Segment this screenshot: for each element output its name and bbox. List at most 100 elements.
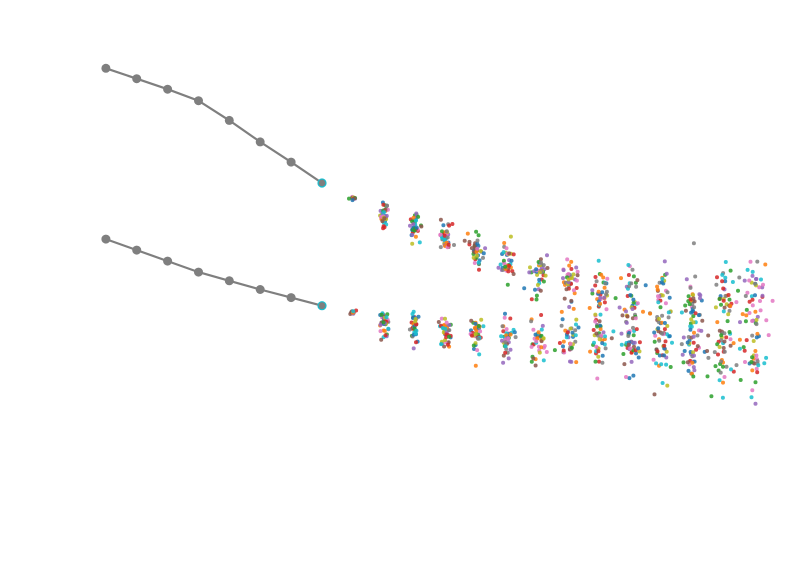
forecast-sample-point bbox=[629, 359, 634, 364]
forecast-sample-point bbox=[693, 311, 698, 316]
forecast-sample-point bbox=[473, 363, 478, 368]
forecast-sample-point bbox=[715, 320, 720, 325]
forecast-sample-point bbox=[536, 330, 541, 335]
forecast-sample-point bbox=[439, 316, 444, 321]
forecast-sample-point bbox=[598, 295, 603, 300]
forecast-sample-point bbox=[723, 260, 728, 264]
forecast-sample-point bbox=[442, 344, 447, 349]
forecast-sample-point bbox=[450, 222, 455, 226]
forecast-sample-point bbox=[600, 341, 605, 346]
history-line bbox=[105, 67, 323, 184]
forecast-sample-point bbox=[750, 333, 755, 338]
forecast-sample-point bbox=[726, 293, 731, 297]
forecast-sample-point bbox=[762, 361, 767, 366]
forecast-sample-point bbox=[626, 334, 631, 338]
forecast-sample-point bbox=[706, 355, 711, 360]
history-point bbox=[101, 63, 111, 73]
forecast-sample-point bbox=[564, 335, 569, 340]
forecast-sample-point bbox=[754, 322, 759, 327]
forecast-sample-point bbox=[758, 308, 763, 313]
forecast-sample-point bbox=[378, 322, 383, 327]
forecast-sample-point bbox=[660, 381, 665, 385]
forecast-sample-point bbox=[738, 378, 743, 382]
forecast-sample-point bbox=[750, 273, 755, 278]
forecast-sample-point bbox=[727, 308, 732, 313]
forecast-sample-point bbox=[545, 266, 550, 270]
forecast-sample-point bbox=[726, 312, 731, 317]
forecast-sample-point bbox=[382, 210, 386, 215]
forecast-sample-point bbox=[690, 360, 695, 365]
forecast-sample-point bbox=[575, 273, 580, 278]
forecast-sample-point bbox=[717, 328, 722, 333]
forecast-sample-point bbox=[749, 360, 754, 364]
forecast-sample-point bbox=[535, 272, 540, 277]
forecast-sample-point bbox=[476, 233, 481, 238]
forecast-sample-point bbox=[446, 242, 451, 247]
forecast-sample-point bbox=[411, 222, 416, 227]
forecast-sample-point bbox=[534, 297, 539, 302]
forecast-sample-point bbox=[770, 298, 775, 303]
forecast-sample-point bbox=[504, 327, 509, 332]
forecast-sample-point bbox=[712, 350, 717, 355]
forecast-sample-point bbox=[627, 376, 632, 381]
forecast-sample-point bbox=[438, 232, 443, 237]
forecast-sample-point bbox=[761, 282, 765, 287]
forecast-sample-point bbox=[467, 239, 472, 244]
forecast-sample-point bbox=[600, 290, 605, 295]
forecast-sample-point bbox=[737, 275, 742, 280]
forecast-sample-point bbox=[500, 338, 504, 343]
forecast-sample-point bbox=[743, 319, 748, 324]
forecast-sample-point bbox=[680, 352, 685, 357]
forecast-sample-point bbox=[407, 327, 412, 332]
forecast-sample-point bbox=[728, 337, 733, 342]
forecast-sample-point bbox=[444, 332, 449, 337]
history-point bbox=[286, 157, 296, 167]
forecast-sample-point bbox=[507, 251, 512, 256]
forecast-sample-point bbox=[378, 329, 383, 334]
forecast-sample-point bbox=[472, 347, 476, 351]
forecast-sample-point bbox=[499, 334, 504, 339]
forecast-sample-point bbox=[750, 269, 755, 274]
forecast-sample-point bbox=[496, 265, 501, 270]
forecast-sample-point bbox=[498, 262, 503, 267]
forecast-sample-point bbox=[569, 359, 574, 364]
series-2 bbox=[101, 234, 771, 406]
forecast-sample-point bbox=[637, 349, 642, 354]
forecast-sample-point bbox=[347, 196, 351, 201]
forecast-sample-point bbox=[691, 365, 696, 370]
history-point bbox=[255, 137, 265, 147]
forecast-sample-point bbox=[717, 378, 722, 383]
forecast-sample-point bbox=[630, 316, 635, 321]
forecast-sample-point bbox=[689, 317, 694, 322]
forecast-sample-point bbox=[664, 271, 669, 276]
forecast-sample-point bbox=[513, 335, 518, 340]
forecast-sample-point bbox=[652, 392, 657, 397]
forecast-sample-point bbox=[508, 234, 513, 239]
forecast-sample-point bbox=[760, 293, 765, 298]
forecast-sample-point bbox=[660, 293, 665, 298]
forecast-sample-point bbox=[631, 325, 635, 330]
forecast-sample-point bbox=[619, 342, 624, 347]
forecast-sample-point bbox=[705, 349, 710, 353]
forecast-sample-point bbox=[537, 350, 542, 355]
forecast-sample-point bbox=[410, 241, 415, 246]
forecast-sample-point bbox=[590, 291, 595, 296]
forecast-sample-point bbox=[718, 370, 723, 375]
forecast-sample-point bbox=[439, 342, 444, 347]
forecast-sample-point bbox=[604, 292, 608, 297]
forecast-sample-point bbox=[706, 333, 711, 338]
forecast-sample-point bbox=[694, 347, 699, 352]
forecast-sample-point bbox=[609, 336, 614, 341]
forecast-sample-point bbox=[573, 333, 578, 338]
forecast-sample-point bbox=[695, 333, 700, 338]
forecast-sample-point bbox=[593, 359, 598, 364]
forecast-sample-point bbox=[715, 275, 719, 280]
forecast-sample-point bbox=[475, 246, 480, 251]
forecast-sample-point bbox=[681, 335, 686, 340]
forecast-sample-point bbox=[660, 331, 665, 336]
forecast-sample-point bbox=[659, 320, 664, 325]
forecast-sample-point bbox=[635, 278, 640, 283]
forecast-sample-point bbox=[593, 312, 598, 317]
forecast-sample-point bbox=[531, 327, 536, 332]
forecast-sample-point bbox=[569, 267, 574, 271]
